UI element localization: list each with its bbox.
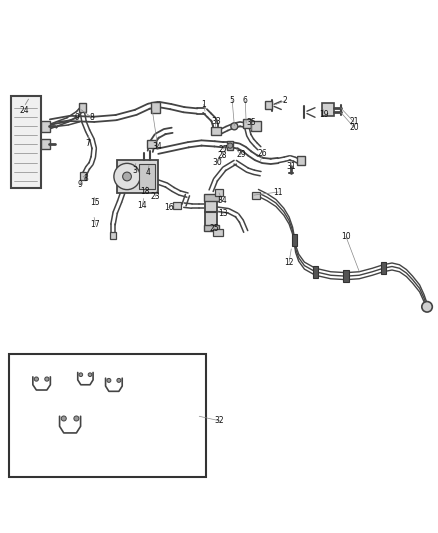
- Text: 3: 3: [132, 166, 138, 175]
- Text: 26: 26: [258, 149, 268, 158]
- Bar: [292, 234, 297, 246]
- Circle shape: [88, 373, 92, 376]
- Text: 20: 20: [349, 123, 359, 132]
- Text: 18: 18: [140, 187, 149, 196]
- Bar: [173, 201, 181, 209]
- Bar: [252, 191, 260, 199]
- Text: 1: 1: [201, 100, 206, 109]
- Bar: [251, 121, 261, 131]
- Text: 29: 29: [236, 150, 246, 159]
- Circle shape: [231, 123, 238, 130]
- Circle shape: [74, 416, 79, 421]
- Text: 6: 6: [243, 96, 248, 106]
- Text: 8: 8: [83, 174, 88, 183]
- Text: 27: 27: [219, 144, 228, 154]
- Circle shape: [117, 378, 121, 382]
- Text: 9: 9: [78, 180, 83, 189]
- Text: 9: 9: [74, 113, 79, 122]
- Text: 21: 21: [349, 117, 359, 126]
- Bar: [117, 160, 158, 193]
- Bar: [79, 103, 86, 112]
- Bar: [213, 229, 223, 236]
- Text: 32: 32: [214, 416, 224, 425]
- Circle shape: [34, 377, 39, 381]
- Text: 34: 34: [218, 196, 227, 205]
- Bar: [204, 225, 219, 231]
- Bar: [41, 139, 50, 149]
- Circle shape: [422, 302, 432, 312]
- Text: 17: 17: [91, 220, 100, 229]
- Bar: [265, 101, 272, 109]
- Bar: [297, 156, 305, 165]
- Bar: [381, 262, 386, 274]
- Bar: [243, 119, 251, 128]
- Bar: [41, 121, 50, 132]
- Bar: [139, 165, 155, 189]
- Text: 28: 28: [218, 151, 227, 160]
- Circle shape: [61, 416, 66, 421]
- Bar: [147, 140, 156, 148]
- Text: 30: 30: [212, 158, 222, 167]
- Text: 24: 24: [19, 106, 29, 115]
- Circle shape: [45, 377, 49, 381]
- Text: 35: 35: [246, 118, 256, 127]
- Text: 5: 5: [230, 95, 235, 104]
- Circle shape: [228, 143, 233, 148]
- Text: 34: 34: [153, 142, 162, 150]
- Bar: [151, 102, 160, 113]
- Text: 19: 19: [319, 110, 329, 118]
- Bar: [322, 103, 334, 116]
- Text: 14: 14: [138, 201, 147, 209]
- Text: 2: 2: [283, 96, 287, 106]
- Bar: [205, 197, 217, 227]
- Text: 15: 15: [91, 198, 100, 207]
- Bar: [211, 127, 221, 135]
- Text: 31: 31: [286, 162, 296, 171]
- Text: 10: 10: [341, 232, 351, 241]
- Text: 7: 7: [85, 139, 90, 148]
- Bar: [204, 194, 219, 201]
- Text: 8: 8: [90, 113, 94, 122]
- Text: 4: 4: [145, 168, 151, 177]
- Bar: [9, 354, 206, 477]
- Bar: [110, 232, 116, 239]
- Text: 11: 11: [273, 188, 283, 197]
- Text: 16: 16: [164, 203, 173, 212]
- Text: 23: 23: [151, 192, 160, 201]
- Text: 13: 13: [219, 209, 228, 219]
- Bar: [215, 189, 223, 197]
- Text: 25: 25: [210, 224, 219, 233]
- Bar: [11, 96, 41, 188]
- Bar: [313, 265, 318, 278]
- Circle shape: [79, 373, 83, 376]
- Circle shape: [114, 163, 140, 190]
- Bar: [343, 270, 349, 282]
- Bar: [80, 172, 86, 180]
- Bar: [227, 141, 233, 150]
- Circle shape: [107, 378, 111, 382]
- Circle shape: [123, 172, 131, 181]
- Text: 33: 33: [211, 117, 221, 126]
- Text: 12: 12: [284, 257, 294, 266]
